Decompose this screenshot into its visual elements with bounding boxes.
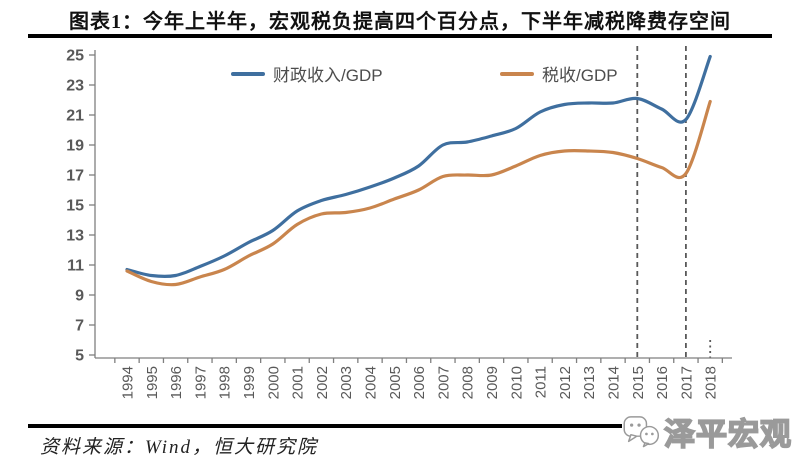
x-tick-label: 1996	[168, 366, 185, 399]
x-tick-label: 2017	[678, 366, 695, 399]
x-tick-label: 2010	[508, 366, 525, 399]
y-tick-label: 23	[66, 78, 84, 95]
source-note: 资料来源：Wind，恒大研究院	[40, 437, 319, 458]
legend-line-swatch-blue	[231, 71, 265, 76]
x-tick-label: 2003	[338, 366, 355, 399]
y-tick-label: 25	[66, 48, 84, 65]
x-tick-label: 2012	[557, 366, 574, 399]
y-tick-label: 19	[66, 138, 84, 155]
x-tick-label: 2009	[484, 366, 501, 399]
brand-watermark: 泽平宏观	[622, 401, 792, 461]
x-tick-label: 2015	[630, 366, 647, 399]
y-tick-label: 13	[66, 228, 84, 245]
x-tick-label: 2013	[581, 366, 598, 399]
x-tick-label: 2008	[460, 366, 477, 399]
y-tick-label: 11	[67, 258, 84, 275]
y-tick-label: 21	[66, 108, 84, 125]
legend-item-fiscal-revenue: 财政收入/GDP	[231, 61, 383, 86]
legend-item-tax: 税收/GDP	[500, 61, 618, 86]
series-line-1	[125, 99, 712, 287]
x-tick-label: 2016	[654, 366, 671, 399]
wechat-logo-icon	[623, 416, 660, 448]
x-tick-label: 2006	[411, 366, 428, 399]
y-tick-label: 15	[66, 198, 84, 215]
x-tick-label: 1997	[192, 366, 209, 399]
footer-rule	[28, 424, 772, 428]
x-tick-label: 2018	[703, 366, 720, 399]
y-tick-label: 5	[75, 348, 84, 365]
legend-line-swatch-orange	[500, 71, 534, 76]
title-rule	[28, 34, 772, 38]
x-tick-label: 1995	[144, 366, 161, 399]
legend-label: 税收/GDP	[542, 66, 618, 85]
x-tick-label: 1994	[120, 366, 137, 399]
x-tick-label: 2005	[387, 366, 404, 399]
brand-name: 泽平宏观	[663, 416, 792, 453]
x-tick-label: 2000	[265, 366, 282, 399]
y-tick-label: 7	[75, 318, 84, 335]
y-tick-label: 9	[75, 288, 84, 305]
x-tick-label: 2014	[606, 366, 623, 399]
x-tick-label: 2004	[363, 366, 380, 399]
chart-title: 图表1：今年上半年，宏观税负提高四个百分点，下半年减税降费存空间	[69, 11, 731, 33]
x-tick-label: 2007	[435, 366, 452, 399]
y-tick-label: 17	[66, 168, 84, 185]
series-line-0	[125, 54, 712, 279]
x-tick-label: 2001	[290, 366, 307, 399]
x-tick-label: 2011	[533, 366, 550, 398]
legend-label: 财政收入/GDP	[273, 66, 383, 85]
x-tick-label: 1999	[241, 366, 258, 399]
x-tick-label: 1998	[217, 366, 234, 399]
x-tick-label: 2002	[314, 366, 331, 399]
